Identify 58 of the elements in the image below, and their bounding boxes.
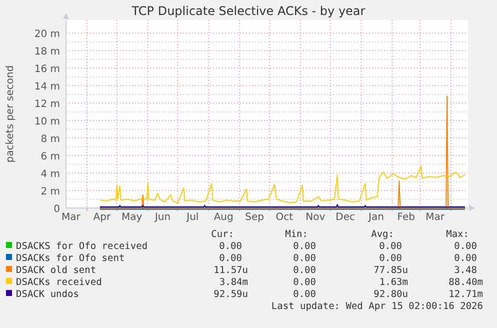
text: 0.00 [219, 253, 242, 264]
x-tick-label: Aug [214, 212, 234, 223]
legend-label: DSACKs for Ofo sent [16, 253, 125, 264]
x-tick-label: Mar [426, 212, 446, 223]
text: Last update: Wed Apr 15 02:00:16 2026 [271, 301, 484, 312]
text: Min: [285, 229, 308, 240]
text: 0.00 [454, 253, 478, 264]
x-tick-label: Jul [186, 212, 199, 223]
text: 0.00 [379, 253, 402, 264]
x-tick-label: Nov [306, 212, 326, 223]
text: 88.40m [448, 277, 484, 288]
y-tick-label: 0 [54, 204, 60, 215]
text: 0.00 [379, 241, 402, 252]
text: 0.00 [293, 265, 316, 276]
line-series [99, 166, 466, 204]
x-tick-label: May [121, 212, 142, 223]
text: 0.00 [293, 253, 316, 264]
text: Avg: [371, 229, 394, 240]
y-tick-label: 18 m [34, 46, 60, 58]
x-tick-label: Apr [93, 212, 112, 223]
x-tick-label: Sep [245, 212, 264, 223]
y-tick-label: 4 m [40, 169, 60, 180]
x-tick-label: Feb [397, 212, 416, 223]
chart-title: TCP Duplicate Selective ACKs - by year [130, 4, 366, 18]
text: 12.71m [448, 289, 484, 300]
text: 92.80u [374, 289, 408, 300]
x-tick-label: Jun [154, 212, 171, 223]
text: Cur: [211, 229, 234, 240]
text: 3.84m [219, 277, 248, 288]
y-tick-label: 12 m [34, 99, 60, 110]
text: 1.63m [379, 277, 408, 288]
line-series [99, 96, 466, 208]
y-tick-label: 10 m [34, 116, 60, 128]
x-tick-label: Dec [336, 212, 355, 223]
text: 0.00 [219, 241, 242, 252]
legend-label: DSACKs received [16, 277, 102, 288]
text: Max: [446, 229, 469, 240]
text: 0.00 [293, 241, 316, 252]
text: 0.00 [293, 289, 316, 300]
x-tick-label: Oct [276, 212, 294, 223]
y-axis-title: packets per second [5, 65, 16, 163]
legend-label: DSACK undos [16, 289, 79, 300]
y-tick-label: 2 m [40, 186, 60, 198]
text: 77.85u [374, 265, 408, 276]
legend-label: DSACK old sent [16, 265, 96, 276]
y-tick-label: 16 m [34, 64, 60, 76]
y-tick-label: 6 m [40, 152, 60, 163]
text: 0.00 [293, 277, 316, 288]
text: 11.57u [214, 265, 248, 276]
text: 3.48 [454, 265, 478, 276]
text: 92.59u [214, 289, 248, 300]
text: 0.00 [454, 241, 478, 252]
x-tick-label: Jan [368, 212, 384, 223]
y-tick-label: 20 m [34, 29, 60, 40]
y-tick-label: 14 m [34, 82, 60, 93]
legend-label: DSACKS for Ofo received [16, 241, 148, 252]
y-tick-label: 8 m [40, 134, 60, 146]
x-tick-label: Mar [62, 212, 82, 223]
